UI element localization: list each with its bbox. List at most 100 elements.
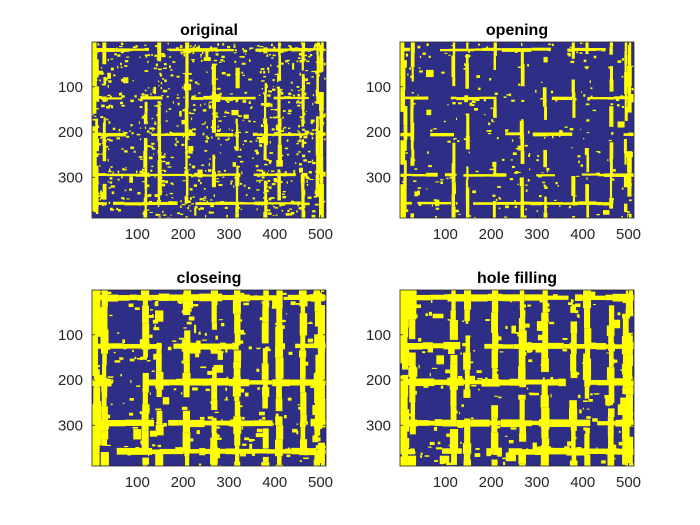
foreground-speck [490, 107, 493, 110]
foreground-speck [92, 208, 97, 212]
foreground-segment [323, 48, 326, 51]
foreground-segment [143, 150, 148, 168]
foreground-segment [417, 420, 429, 426]
foreground-speck [254, 149, 259, 152]
foreground-speck [138, 203, 141, 206]
foreground-speck [207, 169, 212, 172]
foreground-speck [108, 121, 111, 124]
foreground-speck [593, 393, 600, 395]
foreground-segment [585, 379, 597, 385]
foreground-speck [585, 298, 587, 302]
foreground-speck [553, 199, 557, 201]
foreground-speck [152, 319, 159, 324]
foreground-blob [194, 324, 197, 334]
foreground-speck [286, 181, 288, 184]
foreground-speck [419, 70, 423, 73]
foreground-speck [489, 78, 492, 81]
foreground-speck [273, 46, 276, 49]
foreground-speck [299, 59, 304, 63]
foreground-speck [165, 120, 169, 122]
foreground-speck [285, 313, 288, 315]
foreground-segment [232, 376, 241, 397]
foreground-speck [546, 167, 550, 171]
foreground-speck [596, 214, 600, 216]
foreground-segment [584, 328, 592, 346]
foreground-speck [486, 452, 492, 457]
foreground-speck [409, 420, 414, 422]
foreground-speck [211, 169, 215, 172]
foreground-segment [101, 412, 108, 420]
foreground-segment [277, 456, 282, 465]
foreground-speck [610, 341, 614, 345]
foreground-speck [588, 399, 593, 402]
foreground-speck [120, 42, 124, 46]
foreground-speck [550, 90, 554, 94]
foreground-speck [221, 322, 225, 327]
foreground-segment [409, 383, 416, 403]
foreground-speck [306, 60, 310, 63]
foreground-speck [468, 54, 471, 58]
foreground-speck [101, 48, 105, 52]
foreground-speck [542, 428, 547, 430]
foreground-segment [465, 336, 470, 353]
foreground-speck [283, 110, 286, 112]
foreground-segment [142, 457, 150, 465]
foreground-speck [301, 96, 306, 100]
foreground-speck [457, 425, 464, 428]
foreground-speck [151, 130, 154, 132]
foreground-speck [113, 74, 116, 77]
foreground-speck [121, 104, 125, 107]
foreground-speck [512, 452, 516, 457]
foreground-speck [318, 116, 321, 119]
foreground-speck [548, 446, 551, 450]
foreground-speck [219, 152, 222, 154]
foreground-segment [572, 216, 576, 218]
foreground-blob [129, 412, 134, 416]
foreground-speck [569, 342, 573, 344]
foreground-segment [610, 66, 613, 80]
foreground-segment [92, 332, 99, 361]
foreground-speck [116, 332, 120, 334]
foreground-segment [541, 358, 549, 373]
foreground-speck [314, 132, 316, 135]
foreground-speck [198, 45, 200, 49]
foreground-speck [160, 155, 165, 159]
foreground-speck [194, 44, 197, 47]
foreground-segment [609, 106, 614, 127]
foreground-speck [455, 117, 457, 121]
foreground-segment [428, 420, 435, 426]
foreground-speck [298, 207, 303, 210]
foreground-speck [569, 411, 573, 414]
foreground-speck [241, 170, 243, 173]
foreground-speck [447, 319, 451, 321]
foreground-speck [620, 419, 626, 421]
foreground-speck [436, 447, 442, 450]
foreground-speck [297, 404, 300, 406]
foreground-speck [117, 132, 121, 136]
foreground-speck [187, 206, 190, 210]
foreground-segment [491, 349, 498, 369]
foreground-speck [104, 363, 107, 366]
foreground-speck [217, 137, 220, 140]
foreground-speck [192, 51, 195, 55]
foreground-segment [301, 119, 305, 127]
foreground-speck [521, 42, 523, 44]
foreground-segment [211, 399, 218, 411]
foreground-blob [439, 455, 450, 465]
foreground-segment [543, 149, 547, 168]
foreground-speck [304, 172, 308, 176]
foreground-speck [107, 84, 109, 88]
foreground-speck [187, 200, 191, 204]
foreground-speck [255, 180, 260, 182]
foreground-speck [127, 453, 131, 456]
foreground-speck [303, 205, 306, 208]
foreground-speck [274, 132, 279, 135]
foreground-speck [237, 131, 242, 134]
foreground-speck [318, 96, 322, 100]
foreground-speck [542, 377, 545, 381]
foreground-speck [620, 95, 624, 98]
foreground-segment [283, 96, 292, 100]
foreground-speck [104, 203, 106, 206]
foreground-segment [222, 295, 238, 301]
